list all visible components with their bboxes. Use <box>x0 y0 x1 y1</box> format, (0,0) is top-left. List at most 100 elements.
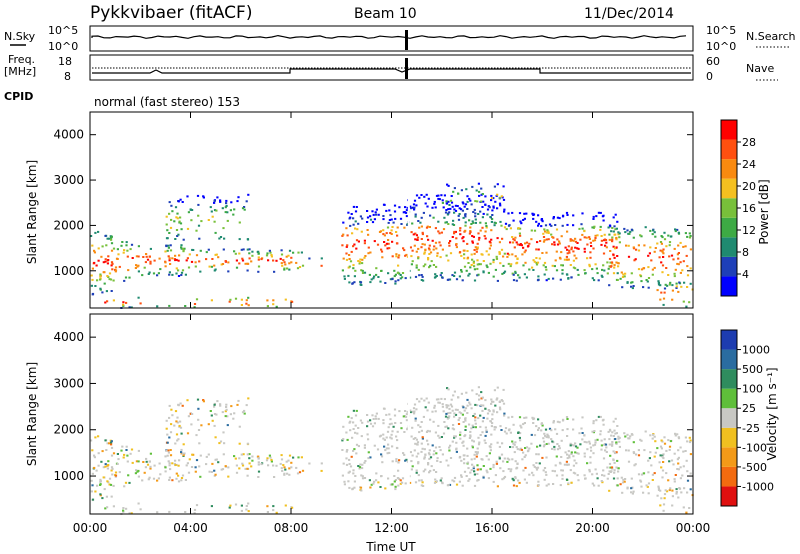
power-sample <box>488 240 491 243</box>
velocity-sample <box>123 453 126 456</box>
power-sample <box>102 261 105 264</box>
velocity-sample <box>503 475 507 478</box>
power-sample <box>210 265 213 268</box>
velocity-sample <box>660 466 663 469</box>
velocity-sample <box>106 442 109 445</box>
velocity-sample <box>669 440 672 443</box>
power-sample <box>649 246 652 249</box>
power-sample <box>167 244 170 247</box>
power-sample <box>131 257 134 259</box>
power-sample <box>511 241 515 244</box>
power-sample <box>247 304 250 307</box>
power-sample <box>671 298 674 301</box>
velocity-sample <box>671 504 674 507</box>
velocity-sample <box>591 473 594 476</box>
power-sample <box>688 301 691 304</box>
velocity-sample <box>414 442 417 445</box>
power-sample <box>525 241 529 244</box>
power-sample <box>553 265 556 268</box>
velocity-sample <box>375 417 378 420</box>
power-sample <box>366 216 370 219</box>
power-sample <box>389 214 392 217</box>
velocity-sample <box>421 437 424 440</box>
velocity-sample <box>143 471 146 474</box>
power-sample <box>387 242 390 245</box>
power-sample <box>102 271 105 274</box>
velocity-sample <box>434 431 437 434</box>
power-sample <box>443 216 446 219</box>
velocity-sample <box>473 473 476 476</box>
power-sample <box>500 224 503 227</box>
power-sample <box>195 254 199 257</box>
velocity-sample <box>507 468 510 470</box>
velocity-sample <box>498 406 502 409</box>
velocity-sample <box>350 455 353 458</box>
velocity-sample <box>569 442 572 445</box>
power-sample <box>648 252 651 255</box>
velocity-sample <box>199 454 202 457</box>
power-sample <box>174 259 177 261</box>
velocity-sample <box>525 416 528 419</box>
velocity-sample <box>470 458 473 461</box>
power-sample <box>480 187 483 190</box>
velocity-sample <box>599 433 602 436</box>
power-sample <box>117 253 120 256</box>
power-sample <box>186 257 189 260</box>
power-sample <box>578 227 581 230</box>
velocity-sample <box>561 477 564 480</box>
power-sample <box>463 265 467 268</box>
power-sample <box>180 274 183 276</box>
velocity-sample <box>433 450 436 453</box>
power-sample <box>424 263 427 266</box>
power-sample <box>372 277 375 280</box>
velocity-sample <box>399 422 403 424</box>
power-sample <box>567 277 570 279</box>
velocity-sample <box>480 397 483 400</box>
velocity-sample <box>585 441 588 444</box>
power-sample <box>595 267 598 270</box>
velocity-sample <box>225 406 228 408</box>
velocity-sample <box>414 481 418 484</box>
velocity-sample <box>399 482 402 485</box>
velocity-sample <box>197 429 201 431</box>
velocity-sample <box>477 386 480 389</box>
power-sample <box>260 258 263 261</box>
power-sample <box>467 274 470 277</box>
velocity-sample <box>384 487 387 490</box>
power-sample <box>125 244 128 247</box>
power-sample <box>514 255 517 258</box>
velocity-sample <box>272 509 275 512</box>
power-sample <box>397 256 400 259</box>
power-sample <box>605 246 608 249</box>
velocity-sample <box>90 479 93 482</box>
velocity-sample <box>156 511 159 514</box>
velocity-sample <box>363 446 366 449</box>
power-sample <box>682 245 685 248</box>
power-sample <box>469 266 472 269</box>
power-sample <box>371 221 375 224</box>
power-sample <box>127 269 130 272</box>
power-sample <box>662 256 665 258</box>
power-sample <box>156 274 159 277</box>
power-sample <box>683 281 686 284</box>
velocity-sample <box>624 478 627 480</box>
velocity-sample <box>428 449 431 452</box>
velocity-sample <box>464 417 467 420</box>
power-sample <box>592 218 595 220</box>
power-sample <box>651 233 654 236</box>
power-sample <box>434 273 437 276</box>
velocity-sample <box>520 426 523 429</box>
velocity-sample <box>536 445 539 448</box>
velocity-sample <box>540 423 543 425</box>
velocity-sample <box>662 503 666 506</box>
velocity-sample <box>372 418 375 420</box>
power-sample <box>474 218 477 221</box>
power-sample <box>680 285 683 288</box>
velocity-sample <box>518 481 521 484</box>
velocity-sample <box>436 459 439 462</box>
velocity-sample <box>176 421 179 424</box>
velocity-sample <box>467 467 470 470</box>
velocity-sample <box>485 469 488 472</box>
velocity-sample <box>538 462 541 465</box>
